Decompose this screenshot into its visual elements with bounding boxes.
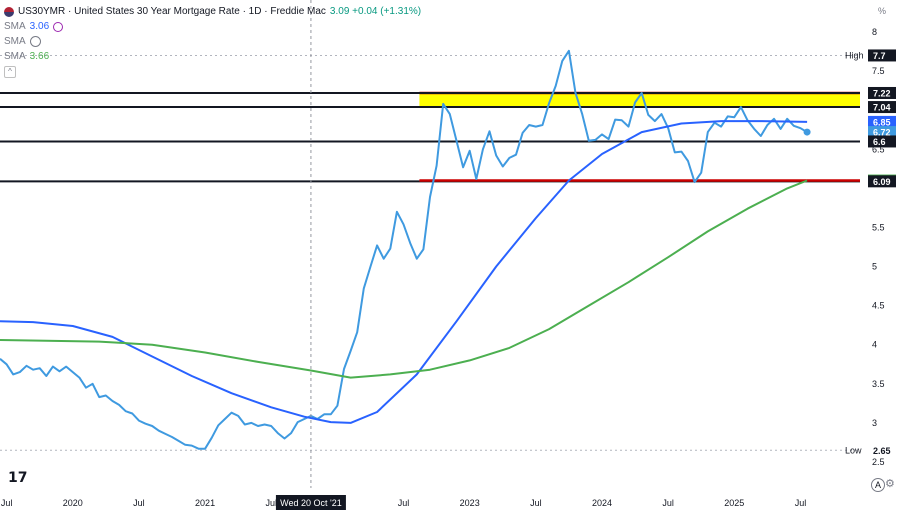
price-badge[interactable] xyxy=(868,101,896,114)
zone-rect[interactable] xyxy=(419,92,860,108)
time-tick-label: 2025 xyxy=(724,498,744,508)
price-badge[interactable] xyxy=(868,444,896,457)
sma-value: 3.66 xyxy=(29,50,50,62)
price-line xyxy=(0,49,808,450)
price-tick-label: 4.5 xyxy=(872,301,885,311)
time-tick-label: 2020 xyxy=(63,498,83,508)
price-badge-label: 6.09 xyxy=(873,177,891,187)
price-tick-label: 5 xyxy=(872,262,877,272)
sma-label: SMA xyxy=(4,50,26,62)
symbol-title: US30YMR · United States 30 Year Mortgage… xyxy=(18,5,326,17)
price-badge-label: 6.85 xyxy=(873,117,891,127)
time-tick-label: Jul xyxy=(133,498,145,508)
sma-slow-line xyxy=(0,179,808,379)
price-badge[interactable] xyxy=(868,175,896,188)
settings-icon[interactable] xyxy=(53,21,64,32)
sma-row-2[interactable]: SMA xyxy=(4,34,421,49)
eye-icon[interactable] xyxy=(29,36,41,47)
price-badge-label: 6.72 xyxy=(873,128,891,138)
time-tick-label: Jul xyxy=(795,498,807,508)
chevron-up-icon[interactable]: ^ xyxy=(4,65,16,78)
symbol-row[interactable]: US30YMR · United States 30 Year Mortgage… xyxy=(4,4,421,19)
grid xyxy=(0,54,860,451)
sma-row-1[interactable]: SMA 3.06 xyxy=(4,19,421,34)
price-tick-label: 8 xyxy=(872,27,877,37)
tradingview-logo-icon[interactable]: 17 xyxy=(8,470,28,486)
crosshair-date-label: Wed 20 Oct '21 xyxy=(280,498,342,508)
sma-label: SMA xyxy=(4,35,26,47)
time-tick-label: Jul xyxy=(398,498,410,508)
time-tick-label: 2023 xyxy=(460,498,480,508)
sma-value: 3.06 xyxy=(29,20,50,32)
auto-scale-button[interactable]: A xyxy=(871,478,885,492)
price-tick-label: 6.5 xyxy=(872,144,885,154)
price-badge-label: 7.7 xyxy=(873,51,886,61)
badge-prefix: Low xyxy=(845,445,862,455)
legend: US30YMR · United States 30 Year Mortgage… xyxy=(4,4,421,79)
price-badge[interactable] xyxy=(868,135,896,148)
time-tick-label: Jul xyxy=(530,498,542,508)
time-tick-label: 2021 xyxy=(195,498,215,508)
price-badge[interactable] xyxy=(868,86,896,99)
gear-icon[interactable]: ⚙ xyxy=(885,478,895,490)
sma-label: SMA xyxy=(4,20,26,32)
us-flag-icon xyxy=(4,6,14,17)
price-badge-label: 2.65 xyxy=(873,446,891,456)
price-tick-label: 4 xyxy=(872,340,877,350)
series-lines xyxy=(0,49,811,450)
sma-row-3[interactable]: SMA 3.66 xyxy=(4,49,421,64)
price-badge[interactable] xyxy=(868,49,896,62)
last-change: 3.09 +0.04 (+1.31%) xyxy=(329,5,422,17)
price-tick-label: 7.5 xyxy=(872,66,885,76)
crosshair-date-badge xyxy=(275,495,346,510)
price-badge-label: 6.6 xyxy=(873,137,886,147)
price-badge-label: 7.04 xyxy=(873,103,891,113)
price-tick-label: 5.5 xyxy=(872,222,885,232)
price-axis[interactable]: 8 7.5 6.5 5.5 5 4.5 4 3.5 3 2.5 High 7.7 7.22 7.04 6.8… xyxy=(845,27,896,467)
sma-fast-line xyxy=(0,120,808,424)
price-tick-label: 3.5 xyxy=(872,379,885,389)
time-tick-label: Jul xyxy=(1,498,13,508)
horizontal-levels[interactable] xyxy=(0,91,860,183)
last-point-marker xyxy=(803,128,811,136)
price-badge-label: 7.22 xyxy=(873,88,891,98)
unit-symbol: % xyxy=(877,6,886,16)
time-tick-label: Jul xyxy=(662,498,674,508)
time-tick-label: 2024 xyxy=(592,498,612,508)
price-tick-label: 2.5 xyxy=(872,457,885,467)
price-badge[interactable] xyxy=(868,126,896,139)
time-axis[interactable]: Jul2020Jul2021Jul2Jul2023Jul2024Jul2025J… xyxy=(1,495,806,510)
price-tick-label: 3 xyxy=(872,418,877,428)
time-tick-label: Jul xyxy=(265,498,277,508)
badge-prefix: High xyxy=(845,50,864,60)
price-badge[interactable] xyxy=(868,115,896,128)
collapse-row[interactable]: ^ xyxy=(4,64,421,79)
